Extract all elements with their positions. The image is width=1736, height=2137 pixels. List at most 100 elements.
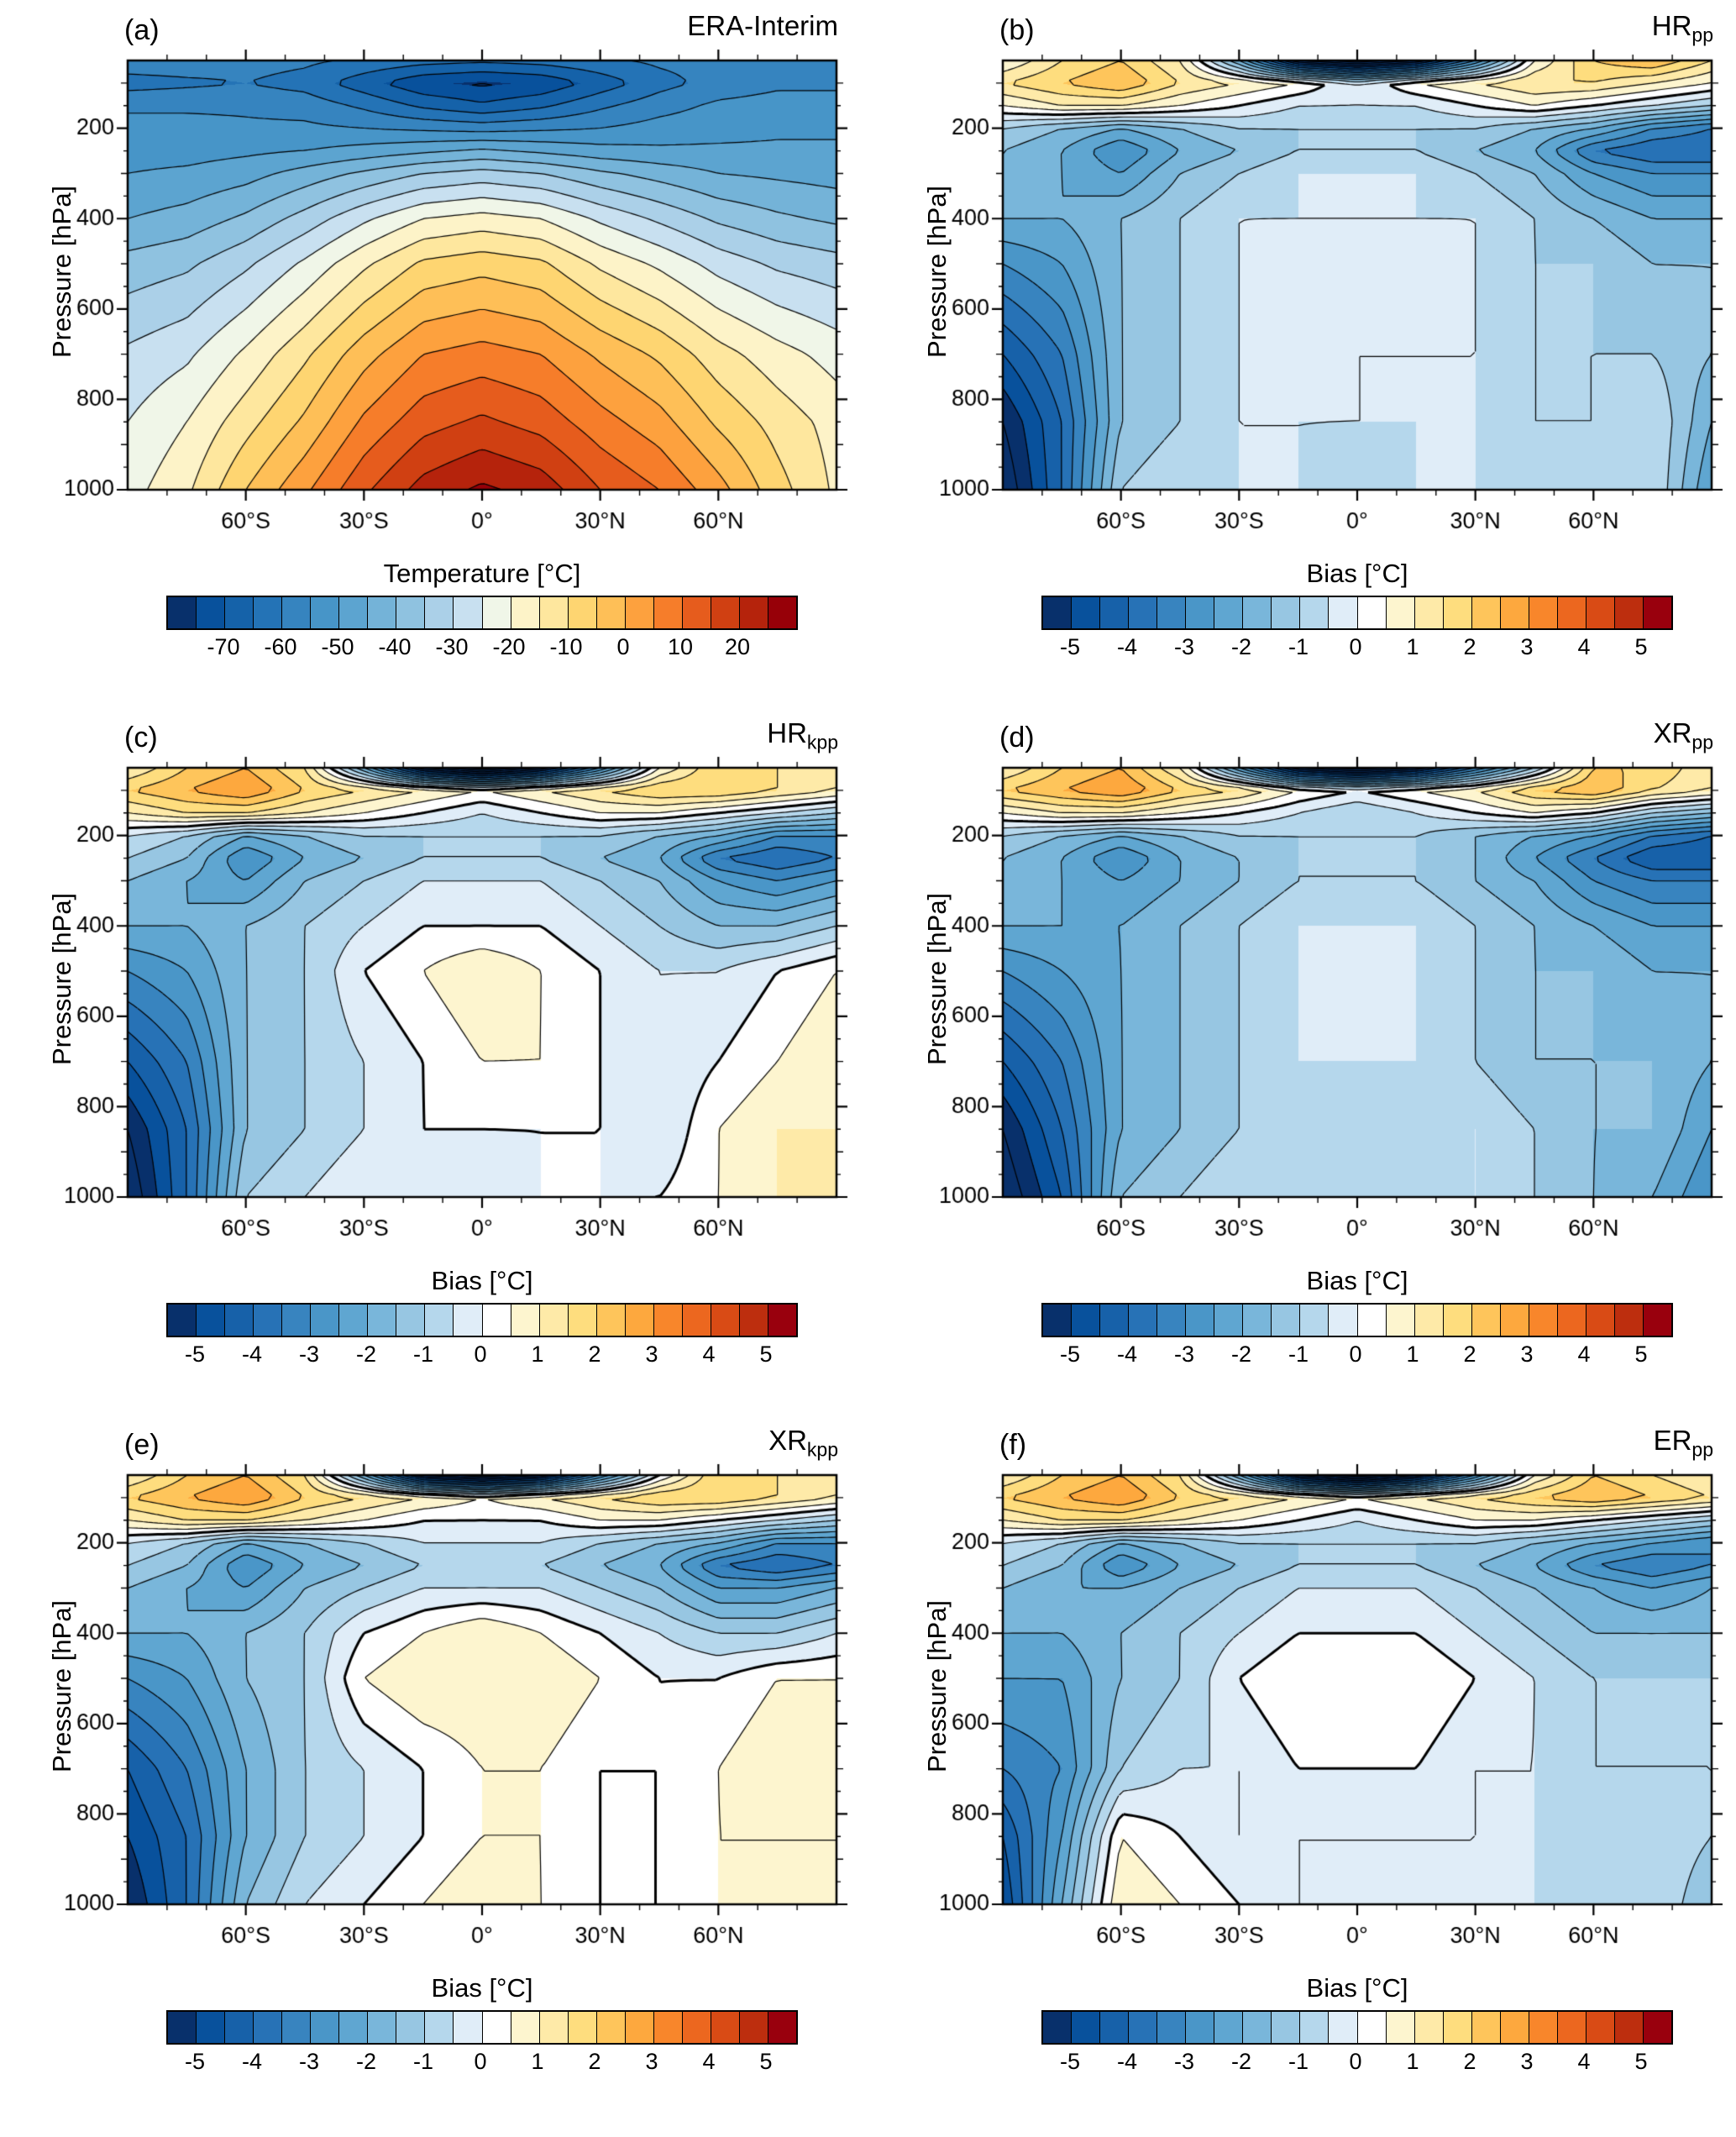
colorbar-tick-label: -3 [1173,2049,1195,2074]
y-axis-label: Pressure [hPa] [922,185,952,359]
colorbar-swatch [510,1305,539,1336]
colorbar-tick-label: 0 [616,634,630,659]
colorbar-swatch [1328,2012,1357,2043]
colorbar-swatch [1214,1305,1243,1336]
colorbar-swatch [224,1305,254,1336]
panel-header: (d) XRpp [919,716,1725,756]
colorbar-tick-label: 3 [645,2049,658,2074]
colorbar-tick-label: 4 [702,2049,716,2074]
colorbar-tick-labels: -5 -4 -3 -2 -1 0 1 2 3 4 5 [166,2045,798,2077]
colorbar-tick-label: 2 [1463,1342,1476,1367]
colorbar-tick-label: 2 [1463,634,1476,659]
colorbar-tick-labels: -5 -4 -3 -2 -1 0 1 2 3 4 5 [1041,630,1673,662]
colorbar-tick-label: -5 [1059,634,1081,659]
colorbar-tick-label: -1 [1288,634,1309,659]
colorbar-swatch [424,1305,454,1336]
colorbar-tick-label: 1 [1406,634,1419,659]
colorbar-tick-label: 0 [474,1342,487,1367]
contour-plot-canvas [919,756,1725,1247]
colorbar-tick-label: 2 [588,2049,601,2074]
colorbar-swatch [1185,1305,1214,1336]
colorbar-swatch [1156,2012,1186,2043]
colorbar-swatch [1528,2012,1557,2043]
colorbar-swatch [1299,597,1329,628]
colorbar-tick-label: 3 [1520,1342,1534,1367]
colorbar-tick-labels: -5 -4 -3 -2 -1 0 1 2 3 4 5 [1041,2045,1673,2077]
colorbar-swatch [1471,2012,1500,2043]
colorbar-swatch [1185,2012,1214,2043]
colorbar-swatch [1299,1305,1329,1336]
colorbar-title: Bias [°C] [431,1266,533,1295]
panel-title: XRkpp [768,1425,838,1462]
colorbar-tick-label: -3 [298,2049,320,2074]
panel-title-subscript: pp [1691,1439,1713,1461]
colorbar-swatch [1356,597,1386,628]
colorbar-tick-label: 0 [474,2049,487,2074]
panel: (e) XRkpp Pressure [hPa] Bias [°C] -5 -4-… [44,1423,850,2077]
colorbar-swatch [1585,2012,1614,2043]
colorbar-tick-label: -5 [184,1342,206,1367]
panel-title-subscript: pp [1691,732,1713,753]
panel-letter: (b) [999,14,1035,46]
colorbar-swatch [396,2012,425,2043]
panel-title: XRpp [1654,717,1713,754]
colorbar-swatch [338,2012,368,2043]
colorbar-swatch [1071,1305,1100,1336]
colorbar-swatch [1471,597,1500,628]
colorbar-tick-label: -2 [1230,634,1252,659]
colorbar-tick-label: 1 [1406,1342,1419,1367]
colorbar-swatch [653,597,682,628]
colorbar-tick-label: -1 [412,1342,434,1367]
colorbar-title: Temperature [°C] [383,559,581,588]
colorbar-tick-label: 10 [667,634,694,659]
colorbar-swatch [1128,1305,1157,1336]
colorbar-swatch [567,2012,596,2043]
colorbar-swatch [253,597,282,628]
colorbar-tick-label: -4 [1116,634,1138,659]
colorbar-tick-label: -70 [207,634,240,659]
panel-title-main: HR [1651,10,1692,42]
colorbar-swatch [1385,597,1414,628]
colorbar-swatch [1356,2012,1386,2043]
colorbar-swatch [1556,2012,1586,2043]
colorbar-tick-label: -2 [1230,1342,1252,1367]
colorbar-swatch [367,597,396,628]
colorbar-swatch [1413,1305,1443,1336]
colorbar-swatch [1499,1305,1529,1336]
y-axis-label: Pressure [hPa] [922,892,952,1066]
colorbar-swatch [1556,597,1586,628]
panel-title: HRpp [1652,10,1713,47]
contour-plot-canvas [919,1463,1725,1955]
colorbar-tick-label: 1 [531,2049,544,2074]
colorbar-swatch [510,2012,539,2043]
colorbar-swatch [367,2012,396,2043]
colorbar-swatch [253,2012,282,2043]
colorbar-title: Bias [°C] [1306,1973,1408,2003]
colorbar-swatch [1271,1305,1300,1336]
colorbar-swatch [1242,1305,1272,1336]
colorbar-swatch [1043,597,1072,628]
colorbar-swatch [338,1305,368,1336]
colorbar-swatch [281,597,311,628]
colorbar-swatch [1043,2012,1072,2043]
colorbar-swatch [567,1305,596,1336]
colorbar-swatch [1356,1305,1386,1336]
colorbar-tick-label: 5 [1634,1342,1648,1367]
colorbar-tick-label: -1 [1288,2049,1309,2074]
colorbar-swatch [681,1305,711,1336]
panel: (f) ERpp Pressure [hPa] Bias [°C] -5 -4 -3… [919,1423,1725,2077]
colorbar-swatch [1299,2012,1329,2043]
colorbar-swatch [1328,597,1357,628]
colorbar-swatch [767,2012,797,2043]
colorbar-tick-label: -3 [1173,1342,1195,1367]
colorbar: Bias [°C] -5 -4 -3 -2 -1 0 1 2 3 4 5 [1041,1266,1673,1369]
colorbar-swatches [166,596,798,630]
y-axis-label: Pressure [hPa] [47,185,76,359]
colorbar-swatch [738,1305,768,1336]
panel-title-subscript: kpp [806,1439,838,1461]
colorbar-tick-labels: -5 -4 -3 -2 -1 0 1 2 3 4 5 [1041,1337,1673,1369]
colorbar-swatch [1642,1305,1672,1336]
panel-title-main: XR [1653,717,1692,749]
colorbar-tick-label: 5 [759,2049,773,2074]
colorbar-swatch [196,2012,225,2043]
